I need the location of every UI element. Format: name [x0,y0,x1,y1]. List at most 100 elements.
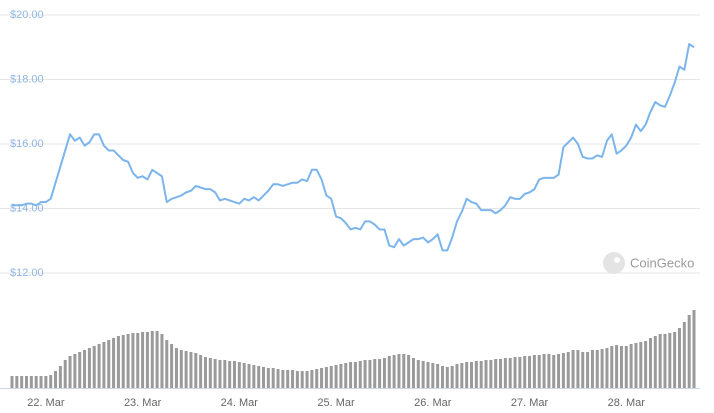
watermark-icon [603,252,625,274]
volume-bar [271,368,275,388]
volume-bar [465,362,469,388]
volume-bar [648,338,652,388]
volume-bar [179,350,183,388]
volume-bar [170,344,174,388]
volume-bar [54,371,58,388]
volume-bar [692,310,696,388]
volume-bar [102,342,106,388]
volume-bar [537,355,541,388]
volume-bar [112,338,116,388]
volume-bar [10,376,14,388]
volume-bar [44,376,48,388]
volume-bar [431,363,435,388]
x-tick-label: 22. Mar [27,397,65,409]
volume-bar [658,334,662,388]
volume-bar [242,363,246,388]
volume-bar [600,349,604,388]
volume-bar [619,346,623,388]
volume-bar [199,355,203,388]
volume-bar [368,360,372,388]
volume-bar [373,359,377,388]
volume-bar [595,350,599,388]
volume-bar [121,335,125,388]
volume-bar [634,343,638,388]
volume-bar [576,350,580,388]
volume-bar [247,364,251,388]
volume-bar [687,315,691,388]
watermark: CoinGecko [603,252,694,274]
volume-bar [218,360,222,388]
watermark-text: CoinGecko [630,255,694,270]
volume-bar [532,355,536,388]
volume-bar [673,332,677,388]
volume-bar [150,331,154,388]
volume-bar [421,361,425,388]
watermark-icon-eye [614,257,620,263]
x-tick-label: 24. Mar [221,397,259,409]
volume-bar [590,350,594,388]
volume-bar [116,336,120,388]
volume-bar [460,363,464,388]
volume-bar [411,358,415,388]
volume-bar [557,354,561,388]
volume-bar [378,359,382,388]
volume-bar [228,361,232,388]
volume-bar [566,352,570,388]
volume-bar [682,322,686,388]
volume-bar [624,346,628,388]
volume-bar [131,333,135,388]
volume-bar [320,368,324,388]
volume-bar [257,366,261,388]
x-tick-label: 25. Mar [317,397,355,409]
volume-bar [668,333,672,388]
volume-bar [189,352,193,388]
volume-bar [300,371,304,388]
volume-bar [663,334,667,388]
volume-bar [445,367,449,388]
volume-bar [291,370,295,388]
x-tick-label: 28. Mar [608,397,646,409]
volume-bar [136,333,140,388]
volume-bar [484,360,488,388]
volume-bar [353,362,357,388]
volume-bar [174,348,178,388]
volume-bar [503,358,507,388]
volume-bar [610,346,614,388]
volume-bar [334,365,338,388]
volume-bar [203,357,207,388]
volume-bar [653,336,657,388]
x-tick-label: 23. Mar [124,397,162,409]
volume-bar [281,370,285,388]
volume-bar [145,332,149,388]
volume-bar [489,360,493,388]
volume-bar [107,340,111,388]
volume-bar [470,362,474,388]
volume-bar [615,345,619,388]
volume-bar [213,359,217,388]
volume-bar [513,357,517,388]
volume-bar [20,376,24,388]
volume-bar [324,367,328,388]
volume-bar [262,367,266,388]
volume-bar [141,332,145,388]
volume-bar [571,350,575,388]
y-tick-label: $16.00 [10,138,44,150]
volume-bar [387,356,391,388]
volume-bar [126,334,130,388]
volume-bar [49,375,53,388]
volume-bar [315,369,319,388]
volume-bar [542,354,546,388]
volume-bar [436,364,440,388]
volume-bar [97,344,101,388]
volume-bar [407,355,411,388]
volume-bar [29,376,33,388]
volume-bar [58,366,62,388]
volume-bar [677,328,681,388]
volume-bar [581,352,585,388]
y-tick-label: $12.00 [10,267,44,279]
volume-bar [310,370,314,388]
volume-bar [73,354,77,388]
volume-bar [232,361,236,388]
volume-bar [305,371,309,388]
